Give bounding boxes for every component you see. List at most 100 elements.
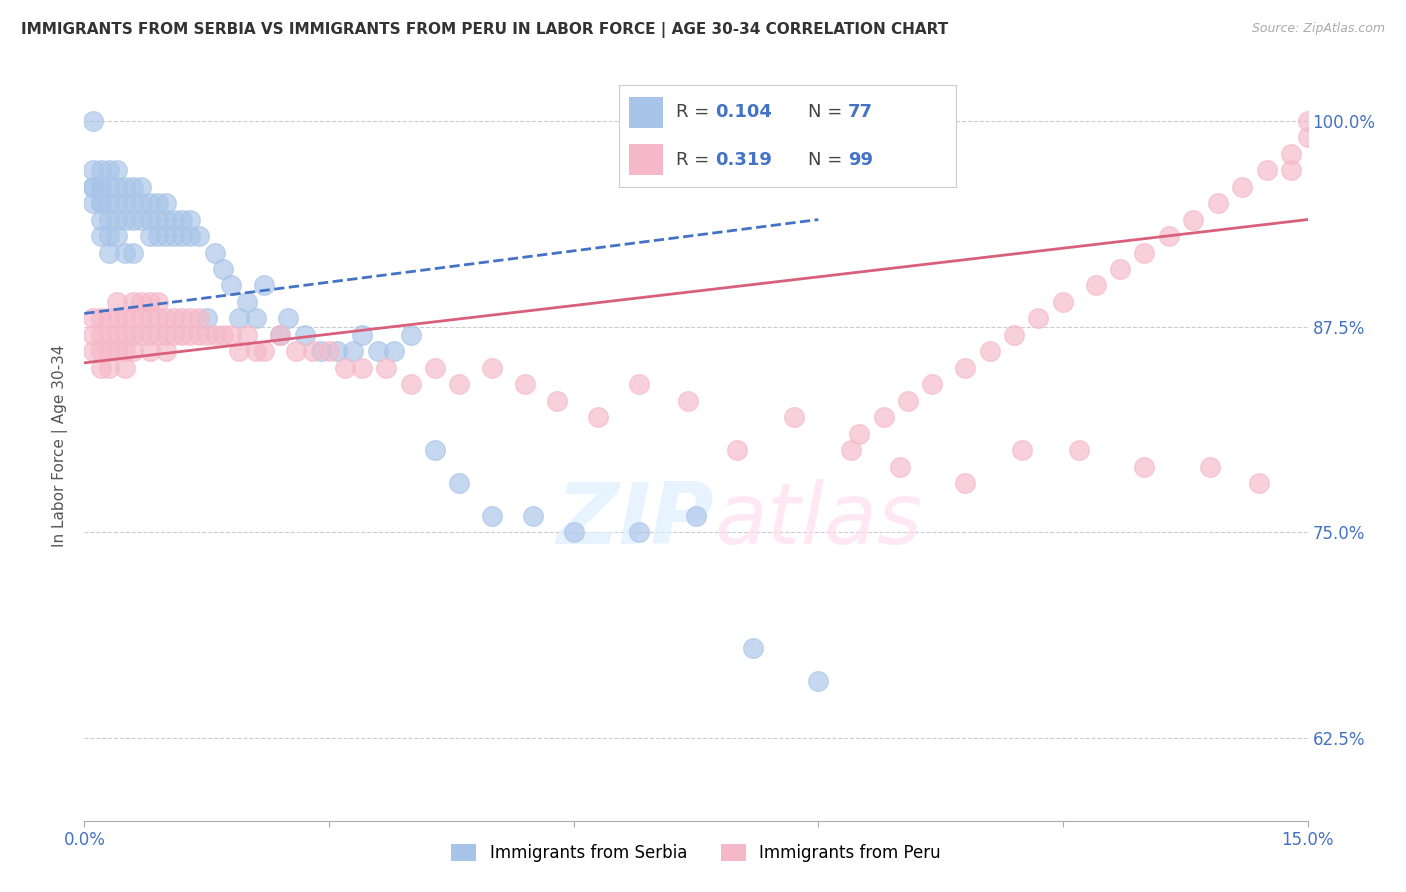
Point — [131, 311, 153, 326]
Point — [114, 344, 136, 359]
Point — [253, 278, 276, 293]
Point — [783, 410, 806, 425]
Point — [212, 327, 235, 342]
Point — [82, 179, 104, 194]
Point — [269, 327, 291, 342]
Point — [522, 508, 544, 523]
Point — [97, 344, 120, 359]
Point — [685, 508, 707, 523]
Point — [269, 327, 291, 342]
Point — [114, 311, 136, 326]
Point — [97, 196, 120, 211]
Point — [138, 311, 160, 326]
Point — [163, 327, 186, 342]
Point — [138, 229, 160, 244]
Text: 0.319: 0.319 — [714, 151, 772, 169]
Legend: Immigrants from Serbia, Immigrants from Peru: Immigrants from Serbia, Immigrants from … — [444, 837, 948, 869]
Point — [114, 245, 136, 260]
Point — [105, 344, 128, 359]
Point — [1052, 294, 1074, 309]
Point — [1256, 163, 1278, 178]
Point — [105, 212, 128, 227]
Point — [1206, 196, 1229, 211]
Point — [122, 311, 145, 326]
Point — [953, 476, 976, 491]
Point — [90, 360, 112, 375]
Point — [90, 163, 112, 178]
Point — [449, 377, 471, 392]
Point — [627, 525, 650, 540]
Point — [195, 311, 218, 326]
Point — [105, 179, 128, 194]
Point — [138, 294, 160, 309]
Point — [155, 229, 177, 244]
Point — [90, 344, 112, 359]
Point — [90, 196, 112, 211]
Point — [97, 311, 120, 326]
Point — [179, 327, 201, 342]
Point — [105, 196, 128, 211]
Point — [1247, 476, 1270, 491]
Point — [122, 294, 145, 309]
Point — [277, 311, 299, 326]
Point — [1232, 179, 1254, 194]
Point — [481, 508, 503, 523]
Point — [1157, 229, 1180, 244]
Text: Source: ZipAtlas.com: Source: ZipAtlas.com — [1251, 22, 1385, 36]
Text: atlas: atlas — [714, 479, 922, 563]
Point — [179, 229, 201, 244]
Point — [294, 327, 316, 342]
Text: 77: 77 — [848, 103, 873, 121]
Point — [155, 311, 177, 326]
Point — [82, 196, 104, 211]
Point — [97, 245, 120, 260]
Point — [82, 113, 104, 128]
Y-axis label: In Labor Force | Age 30-34: In Labor Force | Age 30-34 — [52, 344, 69, 548]
Point — [114, 196, 136, 211]
Point — [889, 459, 911, 474]
Point — [105, 327, 128, 342]
Point — [342, 344, 364, 359]
Text: R =: R = — [676, 103, 716, 121]
Point — [195, 327, 218, 342]
Point — [155, 344, 177, 359]
Point — [187, 229, 209, 244]
Point — [105, 311, 128, 326]
Point — [204, 245, 226, 260]
Point — [82, 311, 104, 326]
Point — [187, 327, 209, 342]
Point — [449, 476, 471, 491]
Point — [897, 393, 920, 408]
Point — [1109, 262, 1132, 277]
Point — [97, 179, 120, 194]
Text: N =: N = — [807, 103, 848, 121]
Point — [172, 311, 194, 326]
Point — [1011, 443, 1033, 458]
Point — [82, 179, 104, 194]
Point — [114, 212, 136, 227]
Point — [155, 212, 177, 227]
Point — [1296, 113, 1319, 128]
Point — [1002, 327, 1025, 342]
Point — [546, 393, 568, 408]
Point — [122, 196, 145, 211]
Point — [138, 344, 160, 359]
Point — [212, 262, 235, 277]
Point — [163, 229, 186, 244]
Point — [1084, 278, 1107, 293]
Point — [481, 360, 503, 375]
Point — [122, 212, 145, 227]
Point — [219, 278, 242, 293]
Point — [245, 344, 267, 359]
Point — [187, 311, 209, 326]
Point — [1279, 163, 1302, 178]
Point — [82, 327, 104, 342]
FancyBboxPatch shape — [628, 145, 662, 175]
Point — [122, 179, 145, 194]
Point — [725, 443, 748, 458]
Point — [138, 196, 160, 211]
Point — [90, 179, 112, 194]
Point — [146, 196, 169, 211]
Point — [97, 163, 120, 178]
Point — [90, 196, 112, 211]
